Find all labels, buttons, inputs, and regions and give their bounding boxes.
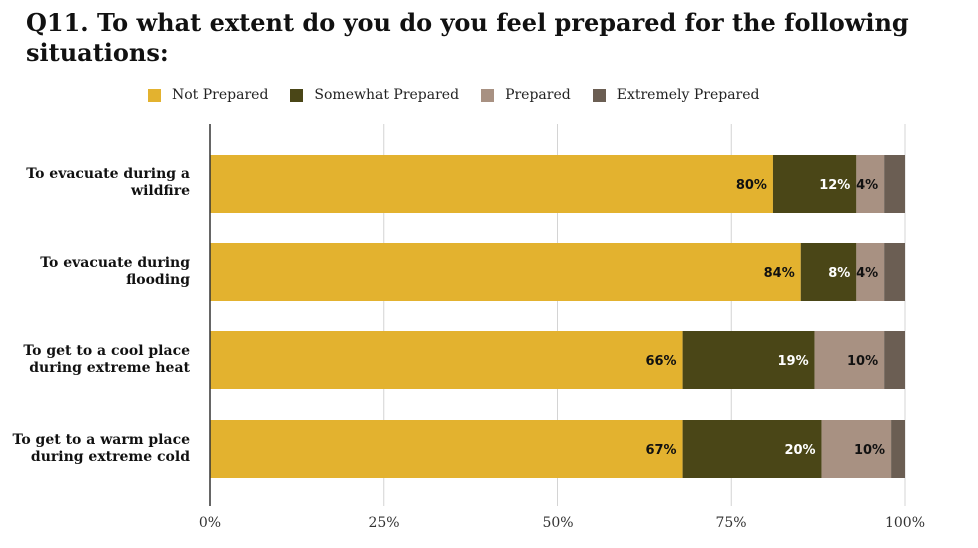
x-tick-label: 100% <box>884 515 926 531</box>
data-label-not-prepared: 80% <box>736 178 767 193</box>
bar-segment-extremely-prepared <box>884 243 905 301</box>
category-label-flooding: To evacuate during flooding <box>0 255 190 289</box>
category-label-line: during extreme heat <box>29 360 190 376</box>
data-label-prepared: 4% <box>856 178 878 193</box>
category-label-line: To get to a warm place <box>12 432 190 448</box>
chart-title: Q11. To what extent do you do you feel p… <box>26 8 909 67</box>
legend-item-prepared: Prepared <box>481 87 571 103</box>
data-label-prepared: 10% <box>854 443 885 458</box>
bar-segment-extremely-prepared <box>884 155 905 213</box>
legend-swatch-extremely-prepared <box>592 88 606 102</box>
x-tick-label: 75% <box>715 515 747 531</box>
category-label-line: during extreme cold <box>30 449 190 465</box>
legend-label-somewhat-prepared: Somewhat Prepared <box>314 87 460 103</box>
category-label-line: To evacuate during a <box>26 166 190 182</box>
data-label-somewhat-prepared: 12% <box>819 178 850 193</box>
bar-segment-extremely-prepared <box>891 420 905 478</box>
bar-segment-prepared <box>856 155 885 213</box>
x-tick-label: 50% <box>542 515 574 531</box>
legend-label-not-prepared: Not Prepared <box>172 87 269 103</box>
category-label-line: To evacuate during <box>40 255 190 271</box>
category-label-cold: To get to a warm place during extreme co… <box>0 432 190 466</box>
category-label-line: To get to a cool place <box>23 343 190 359</box>
x-tick-label: 25% <box>368 515 400 531</box>
legend-item-somewhat-prepared: Somewhat Prepared <box>290 87 459 103</box>
legend-item-extremely-prepared: Extremely Prepared <box>592 87 760 103</box>
bar-segment-somewhat-prepared <box>800 243 857 301</box>
bar-segment-prepared <box>814 331 885 389</box>
legend-swatch-not-prepared <box>148 88 161 102</box>
category-label-line: flooding <box>126 272 190 288</box>
legend-label-prepared: Prepared <box>505 87 571 103</box>
category-label-line: wildfire <box>131 183 190 199</box>
legend-swatch-somewhat-prepared <box>290 88 304 102</box>
legend-swatch-prepared <box>481 88 495 102</box>
data-label-prepared: 10% <box>847 354 878 369</box>
bar-segment-not-prepared <box>210 243 801 301</box>
data-label-not-prepared: 67% <box>645 443 676 458</box>
bar-segment-somewhat-prepared <box>682 420 822 478</box>
data-label-somewhat-prepared: 20% <box>784 443 815 458</box>
data-label-not-prepared: 84% <box>764 266 795 281</box>
bar-segment-somewhat-prepared <box>682 331 815 389</box>
bar-segment-not-prepared <box>210 420 683 478</box>
data-label-somewhat-prepared: 8% <box>828 266 850 281</box>
bar-segment-prepared <box>821 420 892 478</box>
x-tick-label: 0% <box>198 515 222 531</box>
data-label-not-prepared: 66% <box>645 354 676 369</box>
bar-segment-prepared <box>856 243 885 301</box>
bar-segment-somewhat-prepared <box>772 155 857 213</box>
legend-label-extremely-prepared: Extremely Prepared <box>616 87 760 103</box>
bar-segment-not-prepared <box>210 155 773 213</box>
bar-segment-extremely-prepared <box>884 331 905 389</box>
data-label-somewhat-prepared: 19% <box>778 354 809 369</box>
legend-item-not-prepared: Not Prepared <box>148 87 268 103</box>
bar-segment-not-prepared <box>210 331 683 389</box>
category-label-wildfire: To evacuate during a wildfire <box>0 166 190 200</box>
category-label-heat: To get to a cool place during extreme he… <box>0 343 190 377</box>
data-label-prepared: 4% <box>856 266 878 281</box>
legend: Not Prepared Somewhat Prepared Prepared … <box>148 87 781 103</box>
